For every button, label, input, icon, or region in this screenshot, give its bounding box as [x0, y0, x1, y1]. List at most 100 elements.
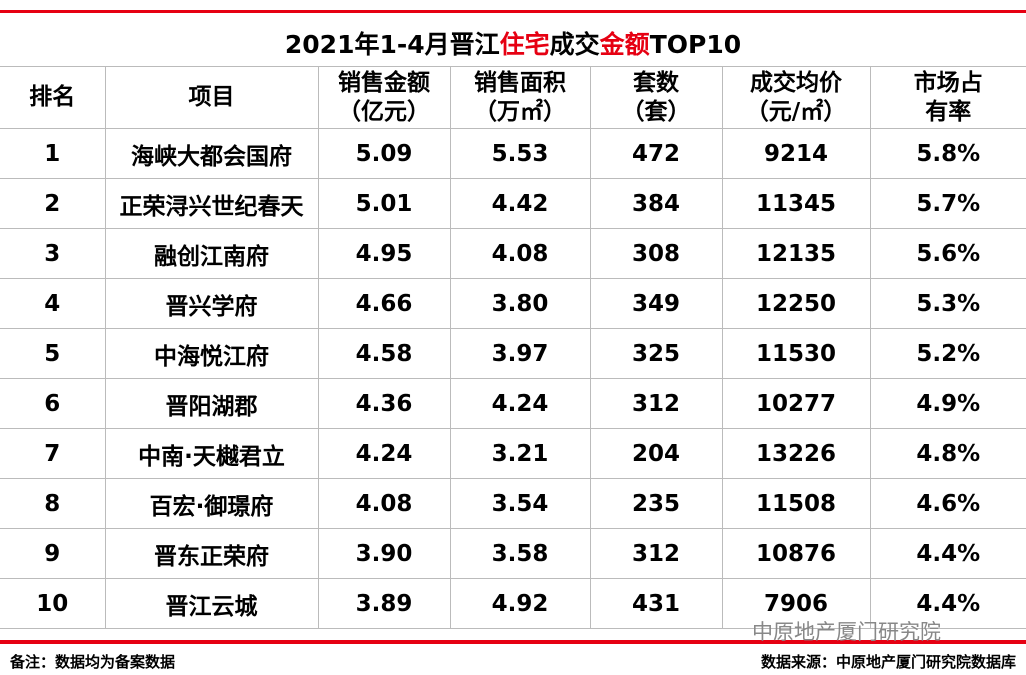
data-row: 4 晋兴学府 4.66 3.80 349 12250 5.3% [0, 278, 1026, 329]
cell: 10876 [721, 528, 871, 579]
header-line: （亿元） [338, 98, 430, 125]
data-row: 9 晋东正荣府 3.90 3.58 312 10876 4.4% [0, 528, 1026, 579]
cell: 晋兴学府 [104, 278, 319, 329]
cell: 百宏·御璟府 [104, 478, 319, 529]
cell: 431 [589, 578, 723, 629]
cell: 11508 [721, 478, 871, 529]
cell: 384 [589, 178, 723, 229]
header-line: 成交均价 [750, 69, 842, 96]
cell: 3.21 [449, 428, 591, 479]
cell: 5.8% [869, 128, 1026, 179]
cell: 3.80 [449, 278, 591, 329]
header-cell: 市场占 有率 [869, 66, 1026, 129]
header-line: 排名 [29, 84, 76, 110]
header-line: （万㎡） [474, 98, 566, 125]
cell: 4.42 [449, 178, 591, 229]
cell: 3.97 [449, 328, 591, 379]
cell: 3.54 [449, 478, 591, 529]
cell: 4.08 [449, 228, 591, 279]
cell: 中海悦江府 [104, 328, 319, 379]
header-cell: 项目 [104, 66, 319, 129]
title-part: 金额 [599, 30, 650, 59]
cell: 10277 [721, 378, 871, 429]
top-rule [0, 10, 1026, 13]
cell: 5.01 [317, 178, 451, 229]
header-cell: 排名 [0, 66, 106, 129]
cell: 325 [589, 328, 723, 379]
data-row: 2 正荣浔兴世纪春天 5.01 4.42 384 11345 5.7% [0, 178, 1026, 229]
header-line: 销售金额 [338, 69, 430, 96]
cell: 11345 [721, 178, 871, 229]
data-row: 8 百宏·御璟府 4.08 3.54 235 11508 4.6% [0, 478, 1026, 529]
header-line: 套数 [633, 69, 679, 96]
title-part: 住宅 [499, 30, 550, 59]
title-part: 成交 [549, 30, 600, 59]
cell: 3.89 [317, 578, 451, 629]
cell: 1 [0, 128, 106, 179]
cell: 5.2% [869, 328, 1026, 379]
cell: 4.4% [869, 578, 1026, 629]
cell: 349 [589, 278, 723, 329]
cell: 6 [0, 378, 106, 429]
cell: 4.36 [317, 378, 451, 429]
cell: 4.08 [317, 478, 451, 529]
cell: 5 [0, 328, 106, 379]
cell: 5.09 [317, 128, 451, 179]
data-table: 排名 项目 销售金额 （亿元） 销售面积 （万㎡） 套数 （套） 成交均价 （元/㎡） 市场占 有率 1… [0, 66, 1026, 629]
cell: 晋东正荣府 [104, 528, 319, 579]
cell: 4.24 [317, 428, 451, 479]
watermark: 中原地产厦门研究院 [752, 620, 941, 644]
data-row: 7 中南·天樾君立 4.24 3.21 204 13226 4.8% [0, 428, 1026, 479]
cell: 晋阳湖郡 [104, 378, 319, 429]
header-cell: 成交均价 （元/㎡） [721, 66, 871, 129]
data-row: 5 中海悦江府 4.58 3.97 325 11530 5.2% [0, 328, 1026, 379]
data-row: 6 晋阳湖郡 4.36 4.24 312 10277 4.9% [0, 378, 1026, 429]
cell: 3 [0, 228, 106, 279]
cell: 4.6% [869, 478, 1026, 529]
header-line: 有率 [925, 98, 972, 125]
cell: 12135 [721, 228, 871, 279]
header-line: 项目 [188, 84, 235, 110]
cell: 13226 [721, 428, 871, 479]
header-line: 市场占 [913, 69, 983, 96]
cell: 312 [589, 528, 723, 579]
header-line: 销售面积 [474, 69, 566, 96]
header-cell: 销售面积 （万㎡） [449, 66, 591, 129]
data-row: 3 融创江南府 4.95 4.08 308 12135 5.6% [0, 228, 1026, 279]
cell: 4.92 [449, 578, 591, 629]
header-cell: 销售金额 （亿元） [317, 66, 451, 129]
cell: 10 [0, 578, 106, 629]
title-part: 2021年1-4月晋江 [284, 30, 500, 59]
footer-note: 备注：数据均为备案数据 [10, 653, 176, 671]
cell: 中南·天樾君立 [104, 428, 319, 479]
cell: 9214 [721, 128, 871, 179]
cell: 472 [589, 128, 723, 179]
header-cell: 套数 （套） [589, 66, 723, 129]
cell: 7906 [721, 578, 871, 629]
cell: 3.90 [317, 528, 451, 579]
cell: 8 [0, 478, 106, 529]
data-row: 10 晋江云城 3.89 4.92 431 7906 4.4% [0, 578, 1026, 629]
title-part: TOP10 [649, 30, 742, 59]
cell: 11530 [721, 328, 871, 379]
cell: 5.7% [869, 178, 1026, 229]
cell: 4.24 [449, 378, 591, 429]
cell: 7 [0, 428, 106, 479]
cell: 4.95 [317, 228, 451, 279]
cell: 12250 [721, 278, 871, 329]
header-line: （套） [621, 98, 691, 125]
cell: 4.4% [869, 528, 1026, 579]
cell: 5.3% [869, 278, 1026, 329]
cell: 312 [589, 378, 723, 429]
cell: 5.53 [449, 128, 591, 179]
cell: 235 [589, 478, 723, 529]
cell: 204 [589, 428, 723, 479]
cell: 5.6% [869, 228, 1026, 279]
cell: 4 [0, 278, 106, 329]
table-title: 2021年1-4月晋江住宅成交金额TOP10 [0, 24, 1026, 66]
cell: 正荣浔兴世纪春天 [104, 178, 319, 229]
cell: 晋江云城 [104, 578, 319, 629]
cell: 3.58 [449, 528, 591, 579]
bottom-rule [0, 640, 1026, 644]
